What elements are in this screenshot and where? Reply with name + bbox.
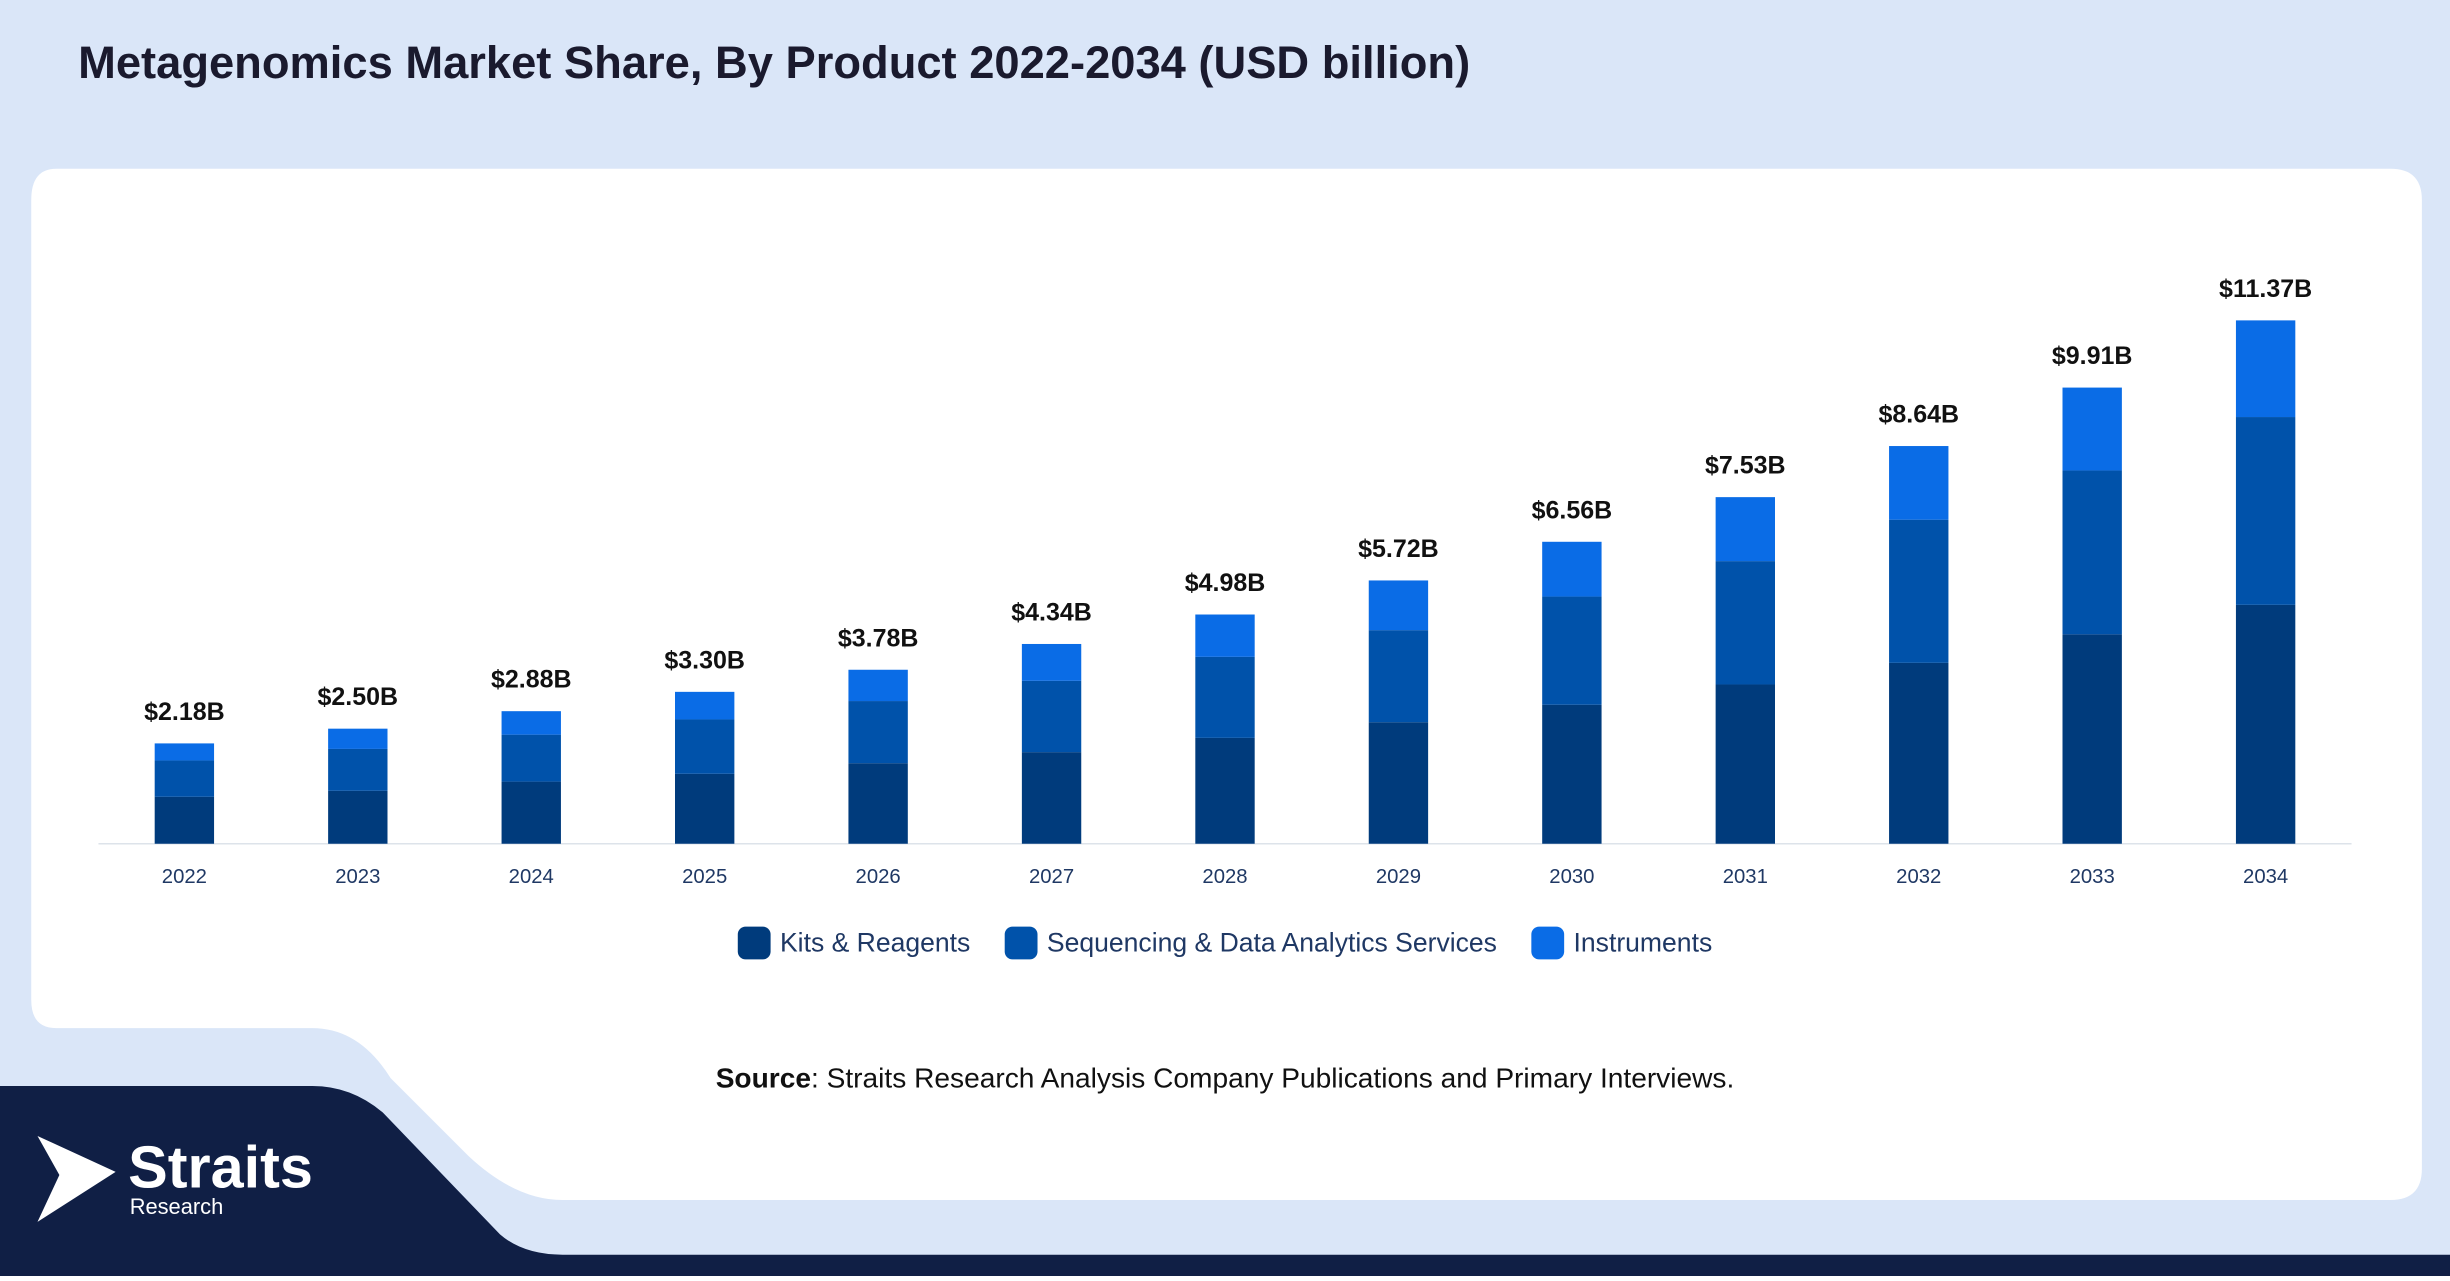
legend-swatch [737,926,771,960]
x-tick-label: 2033 [2070,866,2115,888]
total-label: $8.64B [1878,401,1959,429]
bar-segment [1889,446,1949,520]
bar-segment [328,790,388,844]
total-label: $9.91B [2052,342,2133,370]
total-label: $11.37B [2219,275,2312,303]
legend-label: Instruments [1574,928,1713,958]
bar-segment [675,773,735,844]
x-tick-label: 2023 [335,866,380,888]
bar-segment [1195,737,1255,844]
bar-segment [1021,752,1082,844]
x-tick-label: 2034 [2243,866,2288,888]
bar-segment [2235,417,2296,605]
legend-swatch [1531,926,1565,960]
bar-segment [1195,656,1255,738]
x-tick-label: 2027 [1029,866,1074,888]
total-label: $3.78B [838,624,919,652]
bar-segment [848,701,908,764]
bar-segment [1715,684,1775,844]
bar-segment [2062,387,2122,471]
total-label: $2.50B [318,683,399,711]
x-tick-label: 2025 [682,866,727,888]
x-tick-label: 2026 [856,866,901,888]
bar-segment [1021,680,1082,753]
total-label: $5.72B [1358,535,1439,563]
bar-segment [675,691,735,720]
bar-segment [501,734,561,782]
source-note: Source: Straits Research Analysis Compan… [716,1063,1735,1094]
bar-segment [1542,541,1602,597]
x-tick-label: 2024 [509,866,554,888]
total-label: $2.18B [144,698,225,726]
bar-segment [154,796,215,844]
logo-sub: Research [130,1194,224,1219]
bar-segment [848,763,908,844]
bar-segment [328,748,388,791]
bar-segment [1542,704,1602,844]
chart-title: Metagenomics Market Share, By Product 20… [78,37,1470,88]
total-label: $4.34B [1011,599,1092,627]
total-label: $6.56B [1532,496,1613,524]
bar-segment [675,719,735,774]
total-label: $3.30B [664,646,745,674]
bar-segment [1715,561,1775,685]
footer-band [0,1085,2450,1277]
bar-segment [2062,634,2122,844]
bar-segment [501,711,561,735]
bar-segment [1368,722,1429,844]
x-tick-label: 2032 [1896,866,1941,888]
bar-segment [1715,497,1775,562]
bar-segment [1368,580,1429,631]
legend-swatch [1004,926,1038,960]
bar-segment [1542,596,1602,705]
legend-label: Kits & Reagents [780,928,970,958]
bar-segment [1368,630,1429,723]
bar-segment [2235,604,2296,844]
bar-segment [1889,519,1949,663]
x-tick-label: 2031 [1723,866,1768,888]
total-label: $4.98B [1185,569,1266,597]
x-tick-label: 2030 [1549,866,1594,888]
logo-mark [37,1135,116,1222]
source-label: Source [716,1063,811,1094]
logo-name: Straits [128,1134,313,1201]
bar-segment [154,760,215,797]
bar-segment [848,669,908,702]
x-tick-label: 2028 [1202,866,1247,888]
bar-segment [154,743,215,761]
legend-label: Sequencing & Data Analytics Services [1047,928,1497,958]
total-label: $2.88B [491,666,572,694]
bar-segment [2235,320,2296,418]
bar-segment [328,728,388,749]
bar-segment [501,781,561,844]
source-text: : Straits Research Analysis Company Publ… [811,1063,1734,1094]
x-tick-label: 2022 [162,866,207,888]
x-tick-label: 2029 [1376,866,1421,888]
bar-segment [1889,662,1949,844]
bar-segment [1195,614,1255,657]
total-label: $7.53B [1705,452,1786,480]
bar-segment [1021,643,1082,681]
bar-segment [2062,470,2122,635]
